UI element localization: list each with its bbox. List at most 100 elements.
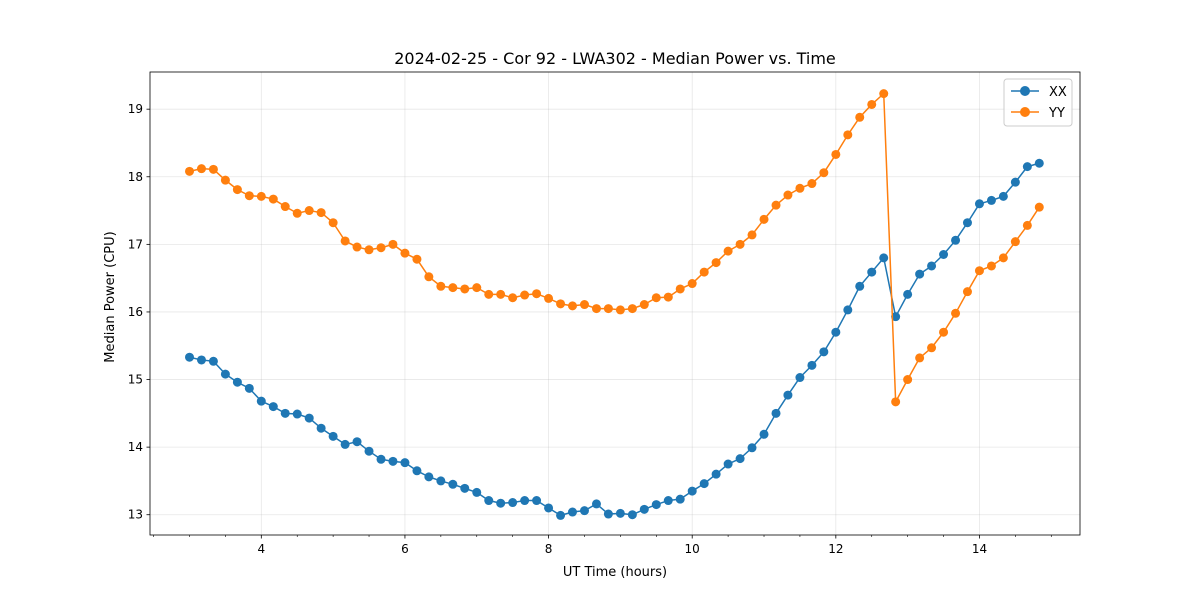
series-yy-point — [843, 130, 853, 140]
series-yy-point — [795, 183, 805, 193]
series-yy-point — [759, 214, 769, 224]
series-xx-point — [807, 360, 817, 370]
series-yy-point — [532, 289, 542, 299]
series-yy-point — [256, 191, 266, 201]
series-yy-point — [903, 375, 913, 385]
series-yy-point — [771, 200, 781, 210]
series-yy-point — [316, 208, 326, 218]
series-xx-point — [268, 402, 278, 412]
series-yy-point — [735, 239, 745, 249]
series-yy-point — [939, 327, 949, 337]
series-xx-point — [520, 496, 530, 506]
series-xx-point — [939, 250, 949, 259]
series-yy-point — [268, 194, 278, 204]
series-xx-point — [891, 312, 901, 322]
series-yy-point — [376, 243, 386, 253]
y-tick-label: 14 — [128, 440, 143, 454]
series-yy-point — [460, 284, 470, 294]
series-xx-point — [185, 352, 194, 362]
chart-title: 2024-02-25 - Cor 92 - LWA302 - Median Po… — [394, 49, 836, 68]
series-xx-point — [484, 496, 494, 506]
x-tick-label: 4 — [257, 542, 265, 556]
series-yy-point — [855, 112, 865, 122]
series-yy-point — [891, 397, 901, 407]
series-xx-point — [819, 347, 829, 357]
series-xx-point — [232, 377, 242, 387]
series-xx-point — [855, 281, 865, 291]
series-yy-point — [508, 293, 518, 303]
x-tick-label: 14 — [972, 542, 987, 556]
series-yy-point — [699, 267, 709, 277]
series-yy-point — [879, 89, 889, 99]
series-yy-point — [424, 272, 434, 282]
series-yy-point — [496, 289, 506, 299]
series-yy-point — [328, 218, 338, 228]
series-xx-point — [771, 408, 781, 418]
series-xx-point — [448, 479, 458, 489]
series-xx-point — [663, 496, 673, 506]
series-xx-point — [496, 498, 506, 508]
x-tick-label: 12 — [828, 542, 843, 556]
series-xx-point — [292, 409, 302, 419]
series-yy-point — [556, 299, 566, 309]
series-xx-point — [783, 390, 793, 400]
y-tick-label: 18 — [128, 170, 143, 184]
series-xx-point — [424, 472, 434, 482]
series-xx-point — [579, 506, 589, 516]
series-yy-point — [579, 300, 589, 310]
y-tick-label: 15 — [128, 373, 143, 387]
series-yy-point — [783, 190, 793, 200]
series-yy-point — [448, 283, 458, 293]
series-yy-point — [675, 284, 685, 294]
series-yy-point — [723, 246, 733, 256]
series-yy-point — [196, 164, 206, 174]
series-yy-point — [603, 304, 613, 314]
series-yy-point — [615, 305, 625, 315]
series-xx-point — [795, 373, 805, 383]
series-yy-point — [436, 281, 446, 291]
series-xx-point — [962, 218, 972, 228]
series-yy-point — [639, 300, 649, 310]
axes-frame — [149, 71, 1081, 536]
series-xx-point — [711, 469, 721, 479]
series-yy-point — [651, 293, 661, 303]
series-yy-point — [819, 168, 829, 178]
series-yy-point — [927, 343, 937, 353]
series-xx-point — [244, 383, 254, 393]
series-yy-point — [986, 261, 996, 271]
series-yy-point — [544, 293, 554, 303]
series-xx-point — [735, 454, 745, 464]
series-xx-point — [328, 431, 338, 441]
series-xx-point — [436, 476, 446, 486]
series-yy-point — [292, 208, 302, 218]
series-xx-point — [412, 466, 422, 476]
series-xx — [185, 158, 1044, 520]
series-xx-point — [951, 235, 961, 245]
series-xx-point — [699, 479, 709, 489]
series-yy-point — [998, 253, 1008, 263]
series-xx-point — [340, 439, 350, 449]
series-xx-point — [567, 507, 577, 517]
series-yy-point — [951, 308, 961, 318]
series-xx-point — [615, 508, 625, 518]
series-yy-point — [867, 99, 877, 109]
series-xx-point — [651, 500, 661, 510]
x-tick-label: 6 — [401, 542, 409, 556]
series-xx-point — [460, 483, 470, 493]
series-yy-point — [915, 353, 925, 363]
series-xx-point — [532, 496, 542, 506]
series-yy-point — [747, 230, 757, 240]
series-xx-point — [1022, 162, 1032, 172]
x-axis-label: UT Time (hours) — [563, 565, 667, 580]
series-xx-point — [472, 487, 482, 497]
series-yy-point — [807, 179, 817, 189]
series-yy-point — [711, 258, 721, 268]
series-yy-point — [484, 289, 494, 299]
series-yy-point — [687, 279, 697, 289]
series-yy-point — [232, 185, 242, 195]
series-yy-point — [208, 164, 218, 174]
series-xx-point — [544, 503, 554, 513]
series-yy-point — [304, 206, 314, 216]
